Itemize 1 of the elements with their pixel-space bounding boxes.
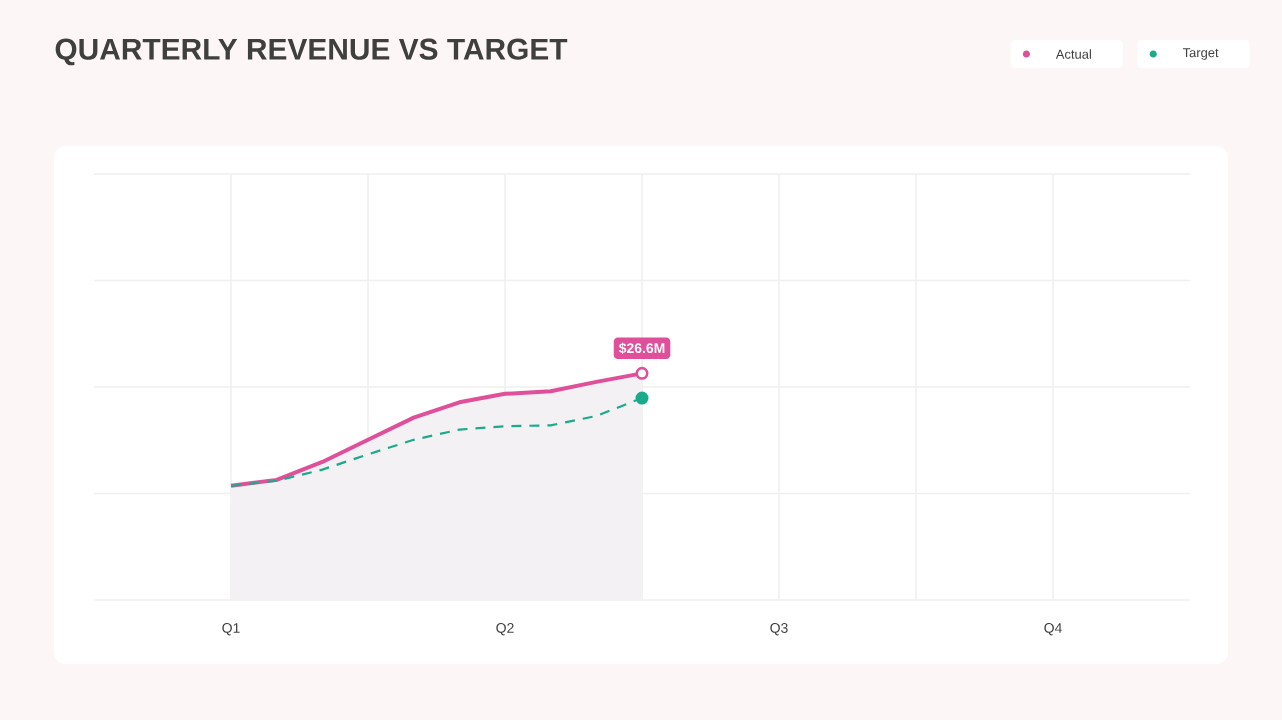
chart-title: QUARTERLY REVENUE VS TARGET: [55, 38, 568, 66]
